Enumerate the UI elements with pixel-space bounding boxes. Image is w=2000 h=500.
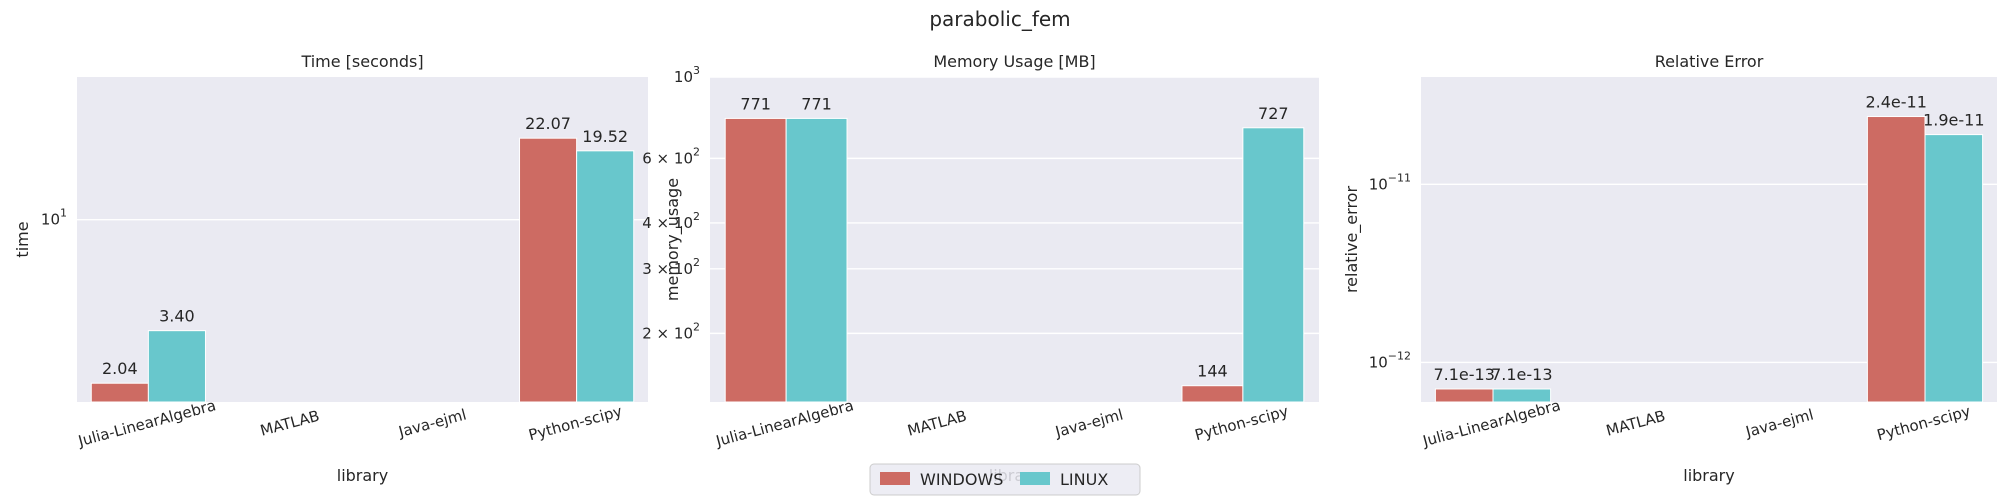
y-tick-base: 10: [41, 211, 60, 229]
y-tick-label: 10−11: [1369, 171, 1411, 193]
subplot-title: Relative Error: [1655, 52, 1764, 71]
y-tick-exponent: 2: [693, 320, 700, 333]
x-axis-label: library: [1683, 466, 1734, 485]
bar-value-label: 771: [801, 94, 832, 113]
y-tick-label: 101: [41, 207, 67, 229]
bar-linux: [147, 330, 206, 403]
y-tick-exponent: 2: [693, 256, 700, 269]
y-tick-exponent: −12: [1388, 349, 1411, 362]
y-tick-base: 10: [674, 68, 693, 86]
y-tick-exponent: 2: [693, 210, 700, 223]
y-tick-label: 3 × 102: [642, 256, 700, 278]
bar-windows: [519, 137, 578, 403]
bar-value-label: 144: [1197, 362, 1228, 381]
bar-windows: [1181, 385, 1244, 403]
bar-value-label: 1.9e-11: [1923, 111, 1984, 130]
legend-box: [869, 463, 1141, 496]
y-tick-base: 2 × 10: [642, 324, 693, 342]
y-tick-exponent: 1: [60, 207, 67, 220]
y-tick-label: 6 × 102: [642, 145, 700, 167]
y-axis-label: time: [13, 221, 32, 257]
y-tick-label: 4 × 102: [642, 210, 700, 232]
bar-value-label: 3.40: [159, 307, 195, 326]
legend-swatch-linux: [1020, 472, 1050, 485]
y-tick-base: 3 × 10: [642, 260, 693, 278]
y-tick-base: 10: [1369, 353, 1388, 371]
y-tick-label: 10−12: [1369, 349, 1411, 371]
bar-linux: [576, 150, 635, 403]
x-axis-label: library: [337, 466, 388, 485]
bar-value-label: 7.1e-13: [1433, 365, 1494, 384]
bar-linux: [1924, 134, 1984, 403]
bar-linux: [1242, 127, 1305, 403]
bar-linux: [1492, 388, 1552, 403]
bar-value-label: 771: [740, 94, 771, 113]
bar-value-label: 7.1e-13: [1491, 365, 1552, 384]
y-axis-label: relative_error: [1342, 186, 1362, 294]
bar-windows: [1866, 116, 1926, 403]
subplot-title: Memory Usage [MB]: [933, 52, 1095, 71]
legend-label-linux: LINUX: [1060, 470, 1108, 489]
y-tick-exponent: 3: [693, 64, 700, 77]
y-tick-base: 10: [1369, 175, 1388, 193]
y-tick-exponent: −11: [1388, 171, 1411, 184]
bar-windows: [90, 382, 149, 403]
legend-label-windows: WINDOWS: [920, 470, 1003, 489]
legend: WINDOWS LINUX: [869, 463, 1141, 496]
bar-value-label: 19.52: [582, 127, 628, 146]
bar-value-label: 727: [1258, 104, 1289, 123]
y-tick-base: 4 × 10: [642, 214, 693, 232]
bar-linux: [785, 117, 848, 403]
bar-value-label: 2.04: [102, 359, 138, 378]
subplot-1: 101: [41, 77, 648, 403]
y-tick-base: 6 × 10: [642, 149, 693, 167]
bar-windows: [724, 117, 787, 403]
y-tick-exponent: 2: [693, 145, 700, 158]
figure-suptitle: parabolic_fem: [929, 7, 1070, 31]
y-axis-label: memory_usage: [663, 178, 683, 301]
bar-value-label: 2.4e-11: [1865, 93, 1926, 112]
bar-windows: [1434, 388, 1494, 403]
legend-swatch-windows: [880, 472, 910, 485]
y-tick-label: 2 × 102: [642, 320, 700, 342]
y-tick-label: 103: [674, 64, 700, 86]
bar-value-label: 22.07: [525, 114, 571, 133]
subplot-title: Time [seconds]: [300, 52, 423, 71]
